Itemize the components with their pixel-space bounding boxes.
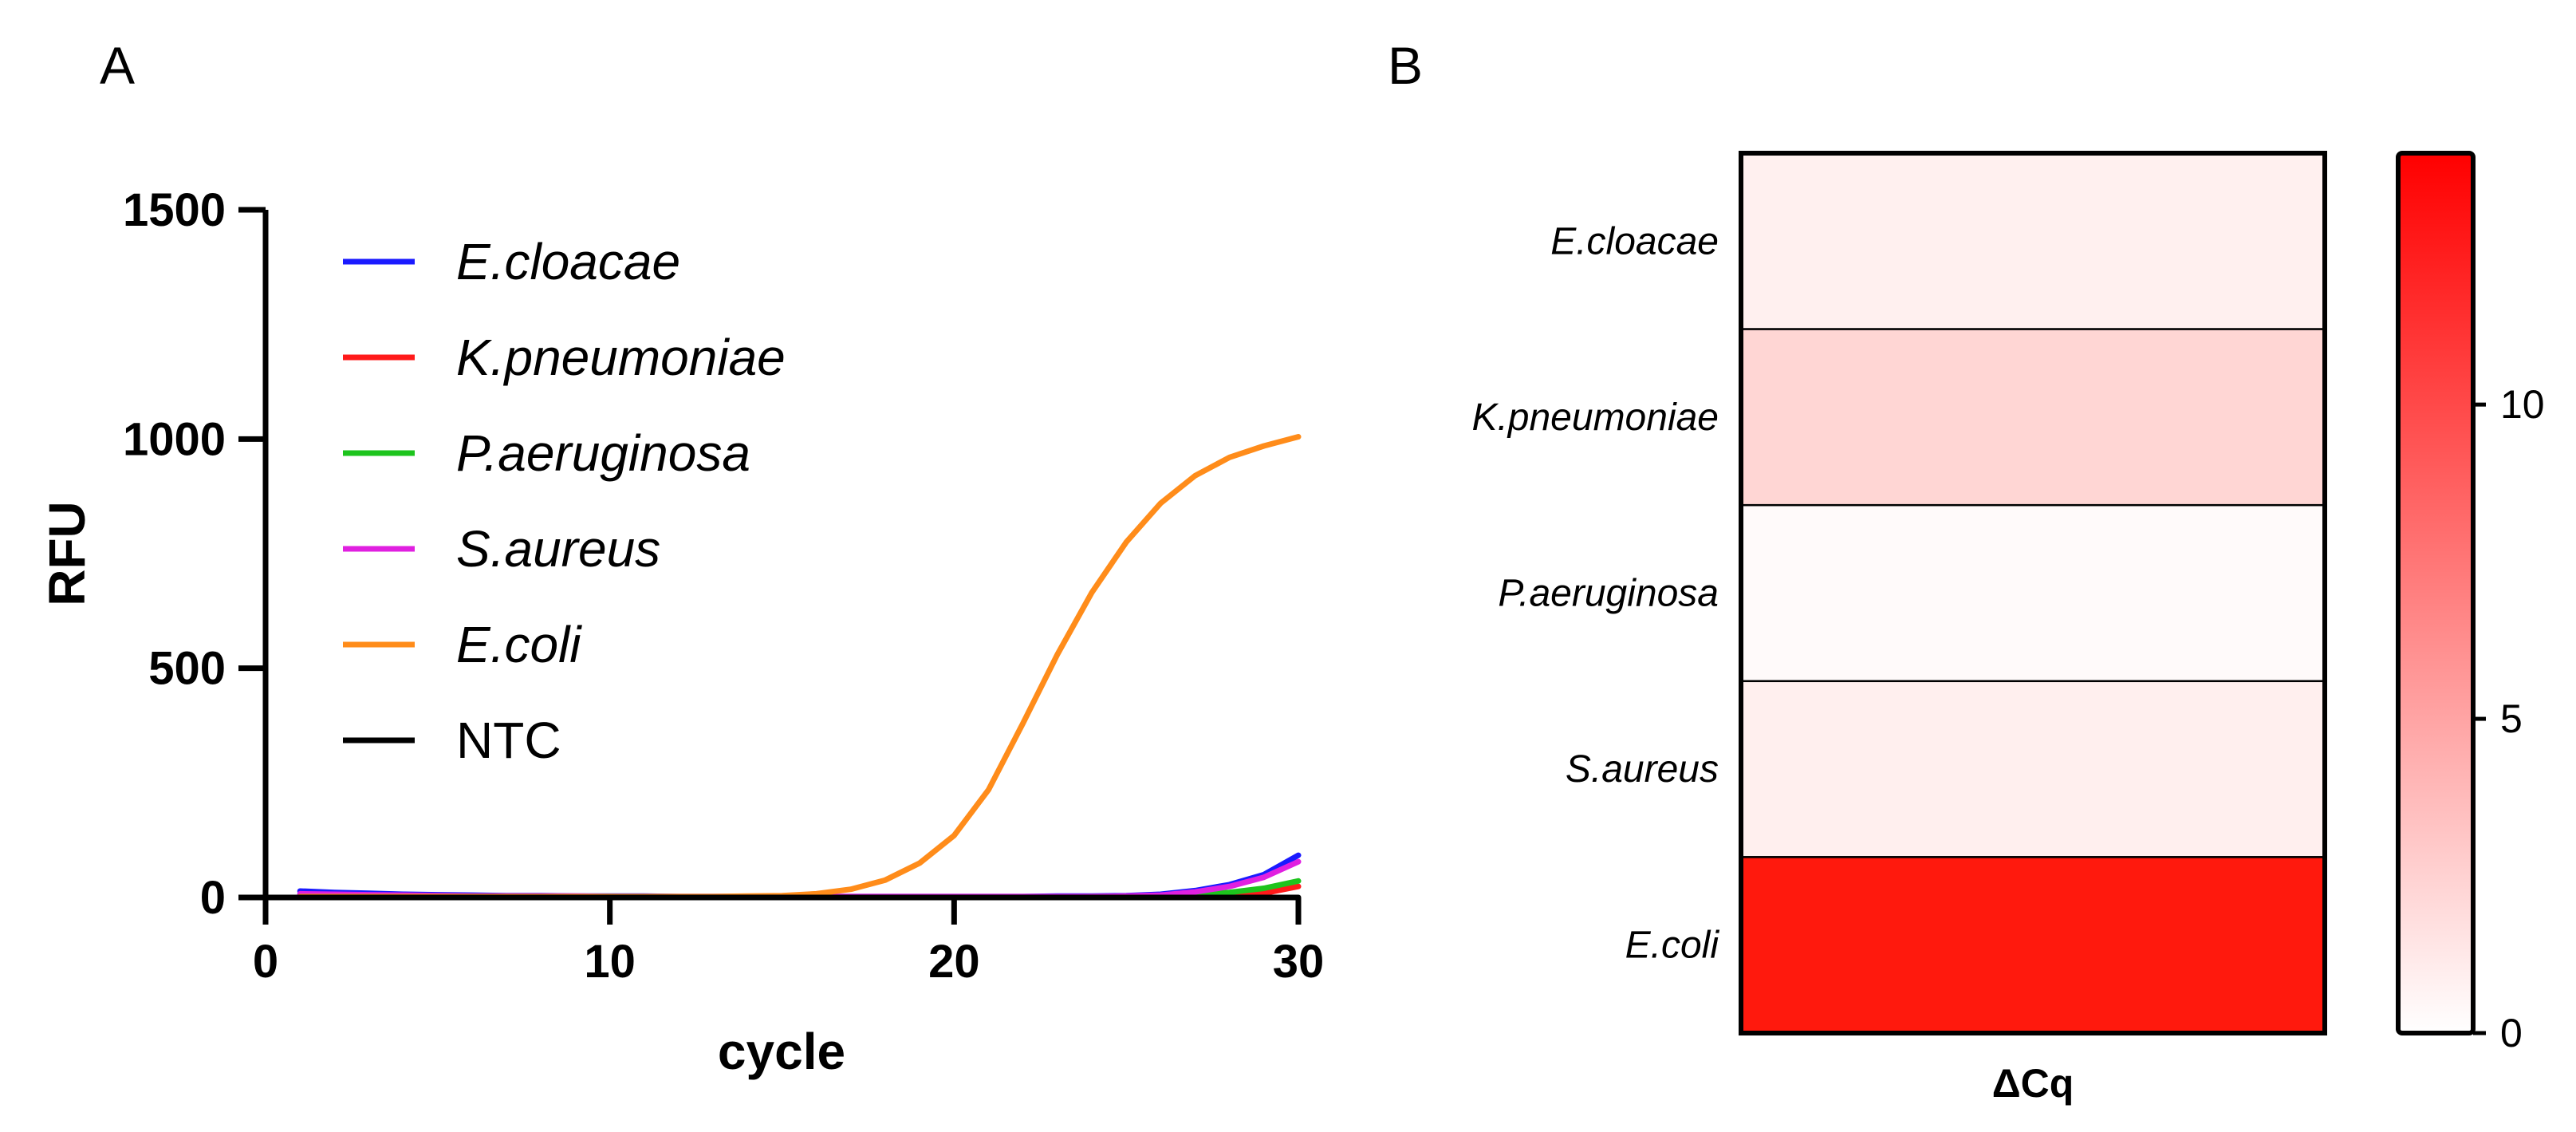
row-label: S.aureus (1566, 748, 1719, 791)
y-tick-label: 500 (148, 643, 226, 695)
x-axis-label: cycle (718, 1023, 845, 1080)
row-label: E.cloacae (1550, 220, 1719, 262)
delta-cq-heatmap: E.cloacae K.pneumoniae P.aeruginosa S.aureu… (1471, 151, 2545, 1106)
y-ticks: 0 500 1000 1500 (123, 184, 266, 924)
heatmap-cell (1739, 856, 2326, 1035)
row-label: E.coli (1625, 925, 1720, 967)
x-tick-label: 20 (928, 936, 980, 988)
heatmap-cell (1739, 152, 2326, 330)
x-tick-label: 10 (584, 936, 636, 988)
colorbar-ticks: 0 5 10 (2473, 382, 2545, 1055)
y-tick-label: 0 (200, 872, 226, 924)
colorbar-tick-label: 0 (2500, 1011, 2523, 1055)
colorbar-tick-label: 5 (2500, 696, 2523, 741)
panel-a-label: A (100, 36, 135, 95)
series-line-s-aureus (297, 858, 1302, 900)
panel-b-label: B (1388, 36, 1423, 95)
heatmap-cells (1739, 152, 2326, 1035)
y-tick-label: 1000 (123, 413, 226, 465)
x-ticks: 0 10 20 30 (253, 897, 1324, 988)
y-tick-label: 1500 (123, 184, 226, 236)
x-tick-label: 0 (253, 936, 278, 988)
rfu-line-chart: 0 500 1000 1500 0 10 20 30 cycle RFU E.cloacae… (38, 184, 1324, 1080)
legend: E.cloacae K.pneumoniae P.aeruginosa S.aureu… (343, 233, 786, 769)
row-label: K.pneumoniae (1471, 396, 1719, 439)
series-line-e-cloacae (297, 852, 1302, 900)
legend-label: P.aeruginosa (456, 424, 750, 482)
legend-label: E.cloacae (456, 233, 680, 290)
series-line-e-coli (297, 434, 1302, 900)
heatmap-cell (1739, 328, 2326, 507)
row-labels: E.cloacae K.pneumoniae P.aeruginosa S.aureu… (1471, 220, 1719, 966)
series-lines (297, 434, 1302, 901)
legend-label: K.pneumoniae (456, 329, 786, 386)
heatmap-cell (1739, 680, 2326, 858)
heatmap-cell (1739, 503, 2326, 683)
y-axis-label: RFU (38, 501, 96, 606)
colorbar (2396, 151, 2476, 1035)
heatmap-x-label: ΔCq (1992, 1061, 2074, 1106)
row-label: P.aeruginosa (1498, 573, 1719, 615)
legend-label: NTC (456, 712, 561, 769)
x-tick-label: 30 (1273, 936, 1325, 988)
colorbar-tick-label: 10 (2500, 382, 2545, 427)
legend-label: E.coli (456, 616, 582, 673)
heatmap-frame (1739, 151, 2327, 1035)
legend-label: S.aureus (456, 520, 660, 578)
